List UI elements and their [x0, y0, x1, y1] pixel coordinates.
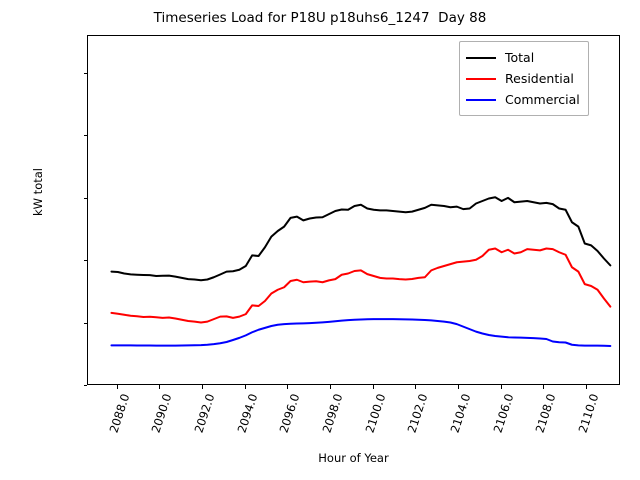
x-tick-mark	[543, 385, 545, 389]
x-tick-label: 2098.0	[319, 392, 346, 435]
x-tick-mark	[244, 385, 246, 389]
x-tick-mark	[116, 385, 118, 389]
y-tick-mark	[83, 72, 87, 74]
plot-lines	[110, 196, 612, 347]
series-line-residential	[110, 247, 612, 324]
x-tick-label: 2108.0	[532, 392, 559, 435]
y-axis-label: kW total	[31, 168, 45, 216]
legend-label: Residential	[505, 71, 574, 86]
legend-swatch-residential	[466, 77, 496, 80]
x-tick-mark	[585, 385, 587, 389]
x-tick-mark	[287, 385, 289, 389]
x-tick-mark	[372, 385, 374, 389]
x-tick-mark	[500, 385, 502, 389]
x-tick-label: 2094.0	[234, 392, 261, 435]
legend-swatch-commercial	[466, 98, 496, 101]
x-tick-label: 2088.0	[106, 392, 133, 435]
x-tick-label: 2092.0	[191, 392, 218, 435]
chart-legend: Total Residential Commercial	[459, 41, 589, 116]
x-tick-label: 2100.0	[362, 392, 389, 435]
x-tick-label: 2096.0	[276, 392, 303, 435]
legend-swatch-total	[466, 56, 496, 59]
legend-label: Commercial	[505, 92, 580, 107]
series-line-total	[110, 196, 612, 282]
legend-item-residential: Residential	[466, 68, 580, 89]
y-tick-mark	[83, 385, 87, 386]
series-line-commercial	[110, 318, 612, 347]
y-tick-mark	[83, 197, 87, 199]
x-tick-mark	[457, 385, 459, 389]
x-tick-label: 2104.0	[447, 392, 474, 435]
x-tick-label: 2106.0	[490, 392, 516, 435]
x-tick-mark	[159, 385, 161, 389]
x-tick-mark	[202, 385, 204, 389]
y-tick-mark	[83, 260, 87, 261]
x-tick-mark	[330, 385, 332, 389]
x-axis-label: Hour of Year	[318, 451, 389, 465]
x-tick-label: 2090.0	[149, 392, 175, 435]
x-tick-label: 2110.0	[575, 392, 602, 435]
x-tick-mark	[415, 385, 417, 389]
legend-item-commercial: Commercial	[466, 89, 580, 110]
legend-label: Total	[505, 50, 535, 65]
x-tick-label: 2102.0	[404, 392, 431, 435]
y-tick-mark	[83, 135, 87, 136]
legend-item-total: Total	[466, 47, 580, 68]
y-tick-mark	[83, 322, 87, 324]
chart-title: Timeseries Load for P18U p18uhs6_1247 Da…	[153, 10, 487, 26]
